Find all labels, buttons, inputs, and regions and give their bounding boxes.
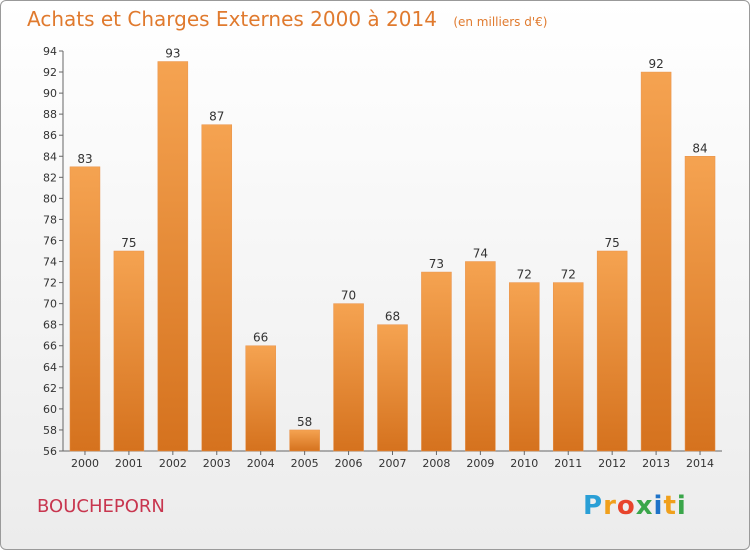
x-tick-label: 2006 [335, 457, 363, 470]
bar [113, 250, 145, 452]
value-label: 92 [648, 57, 663, 71]
y-tick-label: 84 [43, 150, 57, 163]
y-tick-label: 68 [43, 319, 57, 332]
x-tick-label: 2005 [291, 457, 319, 470]
bar [552, 282, 584, 452]
bar [684, 156, 716, 452]
bar [245, 345, 276, 452]
value-label: 72 [517, 268, 532, 282]
bar [201, 124, 233, 452]
y-tick-label: 70 [43, 298, 57, 311]
logo-letter: x [635, 491, 654, 521]
value-label: 74 [473, 247, 488, 261]
chart-unit: (en milliers d'€) [453, 15, 548, 29]
x-tick-label: 2008 [422, 457, 450, 470]
y-tick-label: 78 [43, 213, 57, 226]
chart-title: Achats et Charges Externes 2000 à 2014 (… [27, 7, 547, 31]
logo-letter: o [616, 491, 636, 521]
y-tick-label: 76 [43, 234, 57, 247]
value-label: 75 [605, 236, 620, 250]
y-tick-label: 82 [43, 171, 57, 184]
value-label: 58 [297, 415, 312, 429]
value-label: 83 [77, 152, 92, 166]
logo-letter: P [583, 491, 604, 521]
value-label: 68 [385, 310, 400, 324]
y-tick-label: 72 [43, 277, 57, 290]
x-tick-label: 2004 [247, 457, 275, 470]
value-label: 87 [209, 110, 224, 124]
x-tick-label: 2014 [686, 457, 714, 470]
bar [69, 166, 101, 452]
y-tick-label: 66 [43, 340, 57, 353]
x-tick-label: 2000 [71, 457, 99, 470]
y-tick-label: 60 [43, 403, 57, 416]
y-tick-label: 62 [43, 382, 57, 395]
value-label: 66 [253, 331, 268, 345]
bar [289, 429, 320, 452]
y-tick-label: 58 [43, 424, 57, 437]
y-tick-label: 94 [43, 45, 57, 58]
bar [596, 250, 628, 452]
x-tick-label: 2003 [203, 457, 231, 470]
value-label: 93 [165, 47, 180, 61]
x-tick-label: 2001 [115, 457, 143, 470]
y-tick-label: 88 [43, 108, 57, 121]
value-label: 73 [429, 257, 444, 271]
value-label: 70 [341, 289, 356, 303]
logo-letter: i [653, 491, 664, 521]
bar [509, 282, 540, 452]
bar [421, 271, 452, 452]
bar [465, 261, 496, 452]
x-tick-label: 2012 [598, 457, 626, 470]
x-tick-label: 2007 [379, 457, 407, 470]
x-tick-label: 2013 [642, 457, 670, 470]
y-tick-label: 86 [43, 129, 57, 142]
y-tick-label: 74 [43, 256, 57, 269]
y-tick-label: 80 [43, 192, 57, 205]
logo-letter: i [676, 491, 687, 521]
logo-letter: t [663, 491, 677, 521]
bar [157, 61, 189, 452]
x-tick-label: 2011 [554, 457, 582, 470]
y-tick-label: 92 [43, 66, 57, 79]
bar [640, 71, 672, 452]
proxiti-logo: Proxiti [583, 491, 687, 521]
y-tick-label: 56 [43, 445, 57, 458]
chart-title-text: Achats et Charges Externes 2000 à 2014 [27, 7, 437, 31]
x-tick-label: 2010 [510, 457, 538, 470]
y-tick-label: 64 [43, 361, 57, 374]
x-tick-label: 2009 [466, 457, 494, 470]
value-label: 72 [561, 268, 576, 282]
y-tick-label: 90 [43, 87, 57, 100]
bar [377, 324, 408, 452]
bar [333, 303, 364, 452]
town-name: BOUCHEPORN [37, 496, 165, 517]
value-label: 75 [121, 236, 136, 250]
value-label: 84 [692, 141, 707, 155]
logo-letter: r [603, 491, 617, 521]
x-tick-label: 2002 [159, 457, 187, 470]
